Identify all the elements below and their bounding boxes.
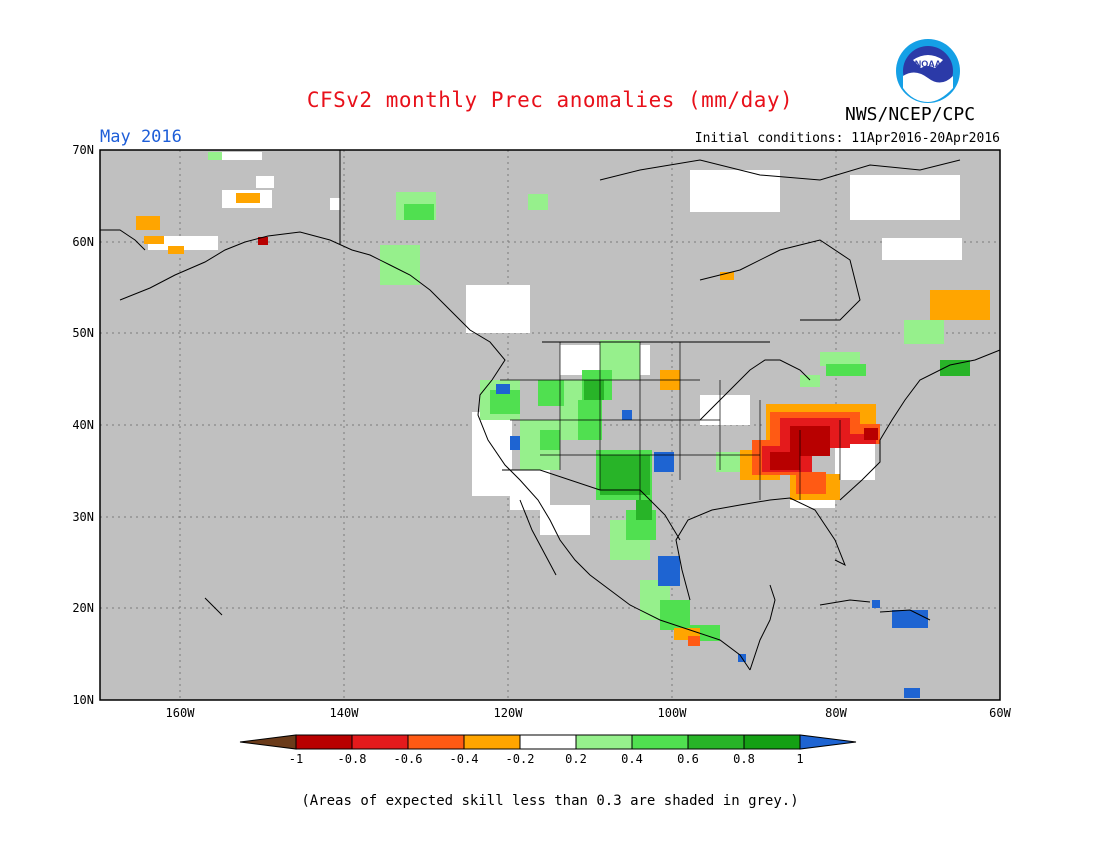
colorbar-label: -1: [288, 752, 304, 766]
colorbar-label: 0.4: [621, 752, 643, 766]
noaa-logo: NOAA: [896, 39, 960, 103]
colorbar-label: -0.8: [337, 752, 367, 766]
colorbar-arrow-low: [239, 734, 297, 750]
initial-conditions: Initial conditions: 11Apr2016-20Apr2016: [694, 131, 1000, 146]
lat-label: 60N: [72, 235, 94, 249]
state-borders: [500, 342, 841, 500]
colorbar-label: 0.8: [733, 752, 755, 766]
lat-label: 50N: [72, 326, 94, 340]
colorbar-cell: [407, 734, 465, 750]
lat-label: 30N: [72, 510, 94, 524]
colorbar-label: -0.2: [505, 752, 535, 766]
colorbar-arrow-high: [799, 734, 857, 750]
colorbar-cell: [463, 734, 521, 750]
colorbar-cell: [631, 734, 689, 750]
colorbar-cell: [687, 734, 745, 750]
colorbar-cell: [295, 734, 353, 750]
svg-text:NOAA: NOAA: [915, 59, 942, 69]
colorbar-cell: [519, 734, 577, 750]
forecast-month: May 2016: [100, 127, 182, 147]
anomaly-cells: [136, 152, 990, 698]
lon-label: 100W: [657, 706, 687, 720]
agency-label: NWS/NCEP/CPC: [845, 104, 976, 125]
colorbar-cell: [743, 734, 801, 750]
lon-label: 140W: [329, 706, 359, 720]
lat-label: 40N: [72, 418, 94, 432]
skill-footnote: (Areas of expected skill less than 0.3 a…: [301, 793, 799, 809]
lat-label: 20N: [72, 601, 94, 615]
lon-label: 60W: [989, 706, 1011, 720]
lat-label: 70N: [72, 143, 94, 157]
colorbar-label: 1: [796, 752, 804, 766]
coastlines: [100, 150, 1001, 671]
map-title: CFSv2 monthly Prec anomalies (mm/day): [306, 88, 794, 112]
colorbar-cell: [351, 734, 409, 750]
colorbar-cell: [575, 734, 633, 750]
lat-label: 10N: [72, 693, 94, 707]
colorbar-label: 0.2: [565, 752, 587, 766]
lon-label: 120W: [493, 706, 523, 720]
map-frame: [99, 149, 1001, 701]
colorbar-label: -0.6: [393, 752, 423, 766]
colorbar-label: -0.4: [449, 752, 479, 766]
lon-label: 80W: [825, 706, 847, 720]
lon-label: 160W: [165, 706, 195, 720]
colorbar-label: 0.6: [677, 752, 699, 766]
